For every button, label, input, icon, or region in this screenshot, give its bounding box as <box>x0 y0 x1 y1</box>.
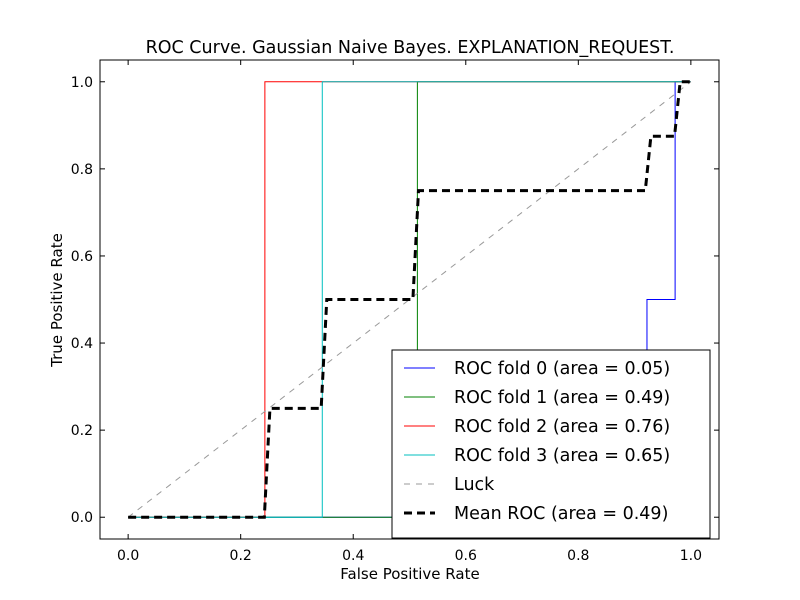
y-tick-label: 0.4 <box>71 336 93 352</box>
chart-title: ROC Curve. Gaussian Naive Bayes. EXPLANA… <box>146 38 675 58</box>
x-tick-label: 0.8 <box>567 548 589 564</box>
series-line-4 <box>127 81 692 518</box>
legend-label: Mean ROC (area = 0.49) <box>454 504 668 524</box>
legend-label: ROC fold 0 (area = 0.05) <box>454 359 670 379</box>
legend-label: ROC fold 1 (area = 0.49) <box>454 388 670 408</box>
series-line-5 <box>128 80 691 519</box>
y-tick-label: 1.0 <box>71 75 93 91</box>
x-tick-label: 0.2 <box>230 548 252 564</box>
y-tick-label: 0.2 <box>71 423 93 439</box>
legend-box <box>391 349 711 539</box>
y-axis-title: True Positive Rate <box>48 233 66 368</box>
axes-frame <box>99 59 720 540</box>
x-tick-label: 0.0 <box>117 548 139 564</box>
legend-label: Luck <box>454 475 495 495</box>
legend: ROC fold 0 (area = 0.05) ROC fold 1 (area… <box>391 349 711 539</box>
x-axis-title: False Positive Rate <box>340 565 479 583</box>
y-tick-label: 0.0 <box>71 510 93 526</box>
x-tick-label: 0.4 <box>342 548 364 564</box>
axes-layer: 0.0 0.2 0.4 0.6 0.8 1.0 0.0 0.2 0.4 0.6 0.8 1.0 <box>71 59 720 564</box>
y-tick-label: 0.8 <box>71 162 93 178</box>
x-tick-label: 1.0 <box>680 548 702 564</box>
legend-label: ROC fold 2 (area = 0.76) <box>454 417 670 437</box>
x-tick-label: 0.6 <box>455 548 477 564</box>
legend-label: ROC fold 3 (area = 0.65) <box>454 446 670 466</box>
y-tick-label: 0.6 <box>71 249 93 265</box>
